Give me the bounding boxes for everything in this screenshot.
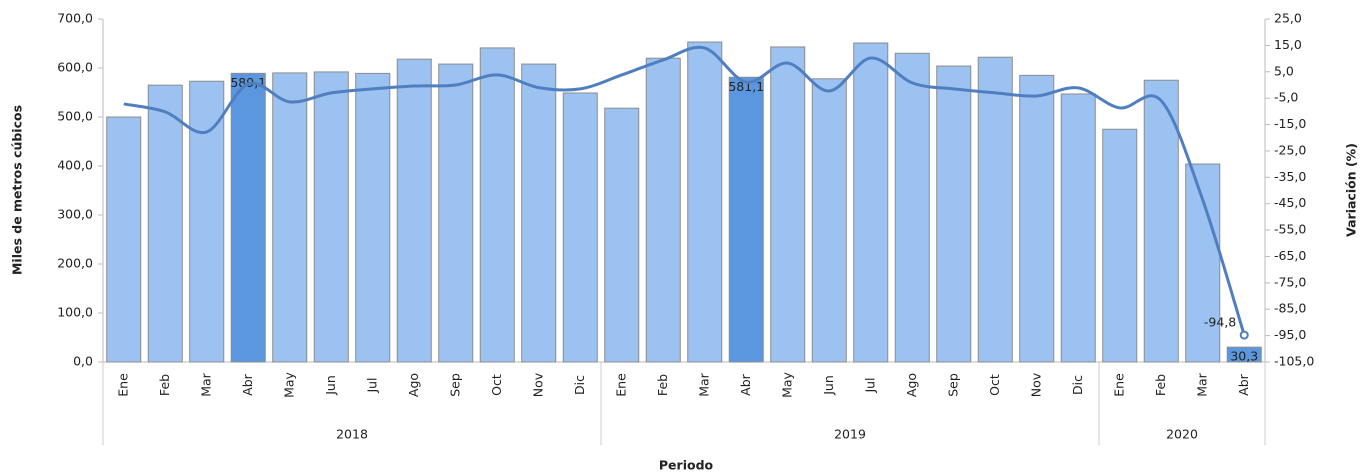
y2-tick-label: -25,0 [1274, 142, 1306, 157]
y2-tick-label: -55,0 [1274, 222, 1306, 237]
bar [521, 63, 557, 363]
bar [147, 84, 183, 363]
bar [438, 63, 474, 363]
y2-tick-label: 25,0 [1274, 11, 1302, 26]
bar [479, 47, 515, 363]
bar [1226, 346, 1262, 363]
x-tick-label: May [779, 371, 794, 397]
y-tick-label: 700,0 [57, 11, 93, 26]
bar [770, 46, 806, 363]
x-tick-label: Mar [696, 372, 711, 396]
x-tick-label: Oct [987, 374, 1002, 396]
x-tick-label: Abr [1236, 373, 1251, 395]
bar [894, 52, 930, 363]
x-tick-label: Ago [406, 373, 421, 397]
group-label: 2018 [336, 427, 368, 442]
x-tick-label: Dic [1070, 375, 1085, 395]
y2-tick-label: 5,0 [1274, 63, 1294, 78]
y-axis-title: Miles de metros cúbicos [10, 105, 25, 275]
data-label: 581,1 [728, 79, 764, 94]
bar [728, 76, 764, 363]
x-tick-label: Nov [1028, 372, 1043, 397]
y-tick-label: 0,0 [73, 354, 93, 369]
x-tick-label: Ago [904, 373, 919, 397]
x-tick-label: Mar [198, 372, 213, 396]
bar [272, 72, 308, 363]
y-tick-label: 300,0 [57, 207, 93, 222]
line [123, 45, 1246, 336]
x-tick-label: May [281, 371, 296, 397]
x-tick-label: Ene [613, 373, 628, 397]
x-tick-label: Ene [115, 373, 130, 397]
x-tick-label: Sep [447, 373, 462, 397]
y-tick-label: 600,0 [57, 60, 93, 75]
y2-tick-label: -15,0 [1274, 116, 1306, 131]
x-tick-label: Ene [1111, 373, 1126, 397]
bar [1019, 74, 1055, 363]
x-tick-label: Feb [1153, 374, 1168, 396]
x-tick-label: Jul [862, 377, 877, 393]
y2-tick-label: -65,0 [1274, 248, 1306, 263]
y2-tick-label: -95,0 [1274, 327, 1306, 342]
y2-tick-label: -75,0 [1274, 274, 1306, 289]
bar [189, 80, 225, 363]
x-tick-label: Sep [945, 373, 960, 397]
bar [687, 41, 723, 363]
bar [106, 116, 142, 363]
x-tick-label: Feb [157, 374, 172, 396]
x-tick-label: Jun [323, 375, 338, 396]
bar [562, 92, 598, 363]
x-tick-label: Feb [655, 374, 670, 396]
y2-axis-title: Variación (%) [1344, 143, 1359, 237]
bar [977, 56, 1013, 363]
group-label: 2020 [1166, 427, 1198, 442]
bar [1060, 93, 1096, 363]
x-tick-label: Dic [572, 375, 587, 395]
bar [396, 58, 432, 363]
bar [230, 72, 266, 363]
bar [313, 71, 349, 363]
y-tick-label: 100,0 [57, 305, 93, 320]
y2-tick-label: -85,0 [1274, 301, 1306, 316]
bar [604, 107, 640, 363]
y2-tick-label: 15,0 [1274, 37, 1302, 52]
y2-tick-label: -5,0 [1274, 90, 1298, 105]
x-tick-label: Jul [364, 377, 379, 393]
x-tick-label: Jun [821, 375, 836, 396]
x-tick-label: Mar [1194, 372, 1209, 396]
bar [1102, 128, 1138, 363]
x-tick-label: Nov [530, 372, 545, 397]
bar [645, 57, 681, 363]
bar [355, 72, 391, 363]
line-marker [1239, 330, 1249, 340]
bar [853, 42, 889, 363]
x-tick-label: Abr [240, 373, 255, 395]
data-label: -94,8 [1204, 315, 1236, 330]
bar [1185, 163, 1221, 363]
y-tick-label: 500,0 [57, 109, 93, 124]
data-label: 30,3 [1230, 349, 1258, 364]
y-tick-label: 200,0 [57, 256, 93, 271]
y2-tick-label: -35,0 [1274, 169, 1306, 184]
x-tick-label: Oct [489, 374, 504, 396]
group-label: 2019 [834, 427, 866, 442]
y2-tick-label: -45,0 [1274, 195, 1306, 210]
x-axis-title: Periodo [659, 458, 714, 473]
x-tick-label: Abr [738, 373, 753, 395]
y2-tick-label: -105,0 [1274, 354, 1314, 369]
bar [936, 65, 972, 363]
bar [811, 78, 847, 363]
y-tick-label: 400,0 [57, 158, 93, 173]
bar [1143, 79, 1179, 363]
